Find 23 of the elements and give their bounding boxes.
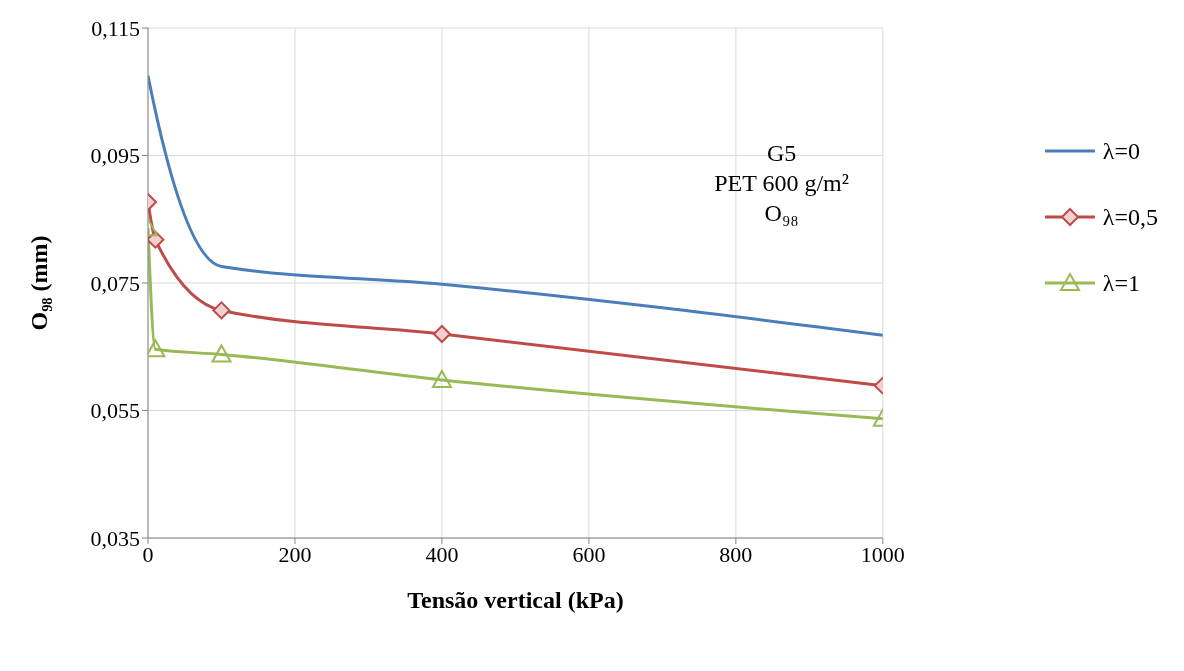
y-tick-label: 0,095 [90, 143, 140, 169]
x-axis-title: Tensão vertical (kPa) [407, 587, 624, 613]
y-tick-label: 0,115 [91, 15, 140, 41]
annotation: O₉₈ [763, 199, 800, 228]
x-tick-label: 600 [572, 541, 606, 567]
line-series [148, 74, 883, 337]
legend-label: λ=0 [1102, 137, 1140, 165]
x-tick-label: 0 [142, 541, 154, 567]
x-tick-label: 1000 [860, 541, 905, 567]
y-tick-label: 0,075 [90, 270, 140, 296]
legend-label: λ=0,5 [1102, 203, 1158, 231]
x-tick-label: 200 [278, 541, 312, 567]
y-tick-label: 0,035 [90, 525, 140, 551]
x-tick-label: 400 [425, 541, 459, 567]
point [148, 339, 166, 358]
x-tick-label: 800 [719, 541, 753, 567]
y-axis-title: O₉₈ (mm) [25, 235, 52, 331]
y-tick-label: 0,055 [90, 398, 140, 424]
point [212, 301, 231, 320]
legend-label: λ=1 [1102, 269, 1140, 297]
annotation: PET 600 g/m² [714, 169, 849, 198]
annotation: G5 [765, 139, 798, 168]
point [432, 325, 451, 343]
